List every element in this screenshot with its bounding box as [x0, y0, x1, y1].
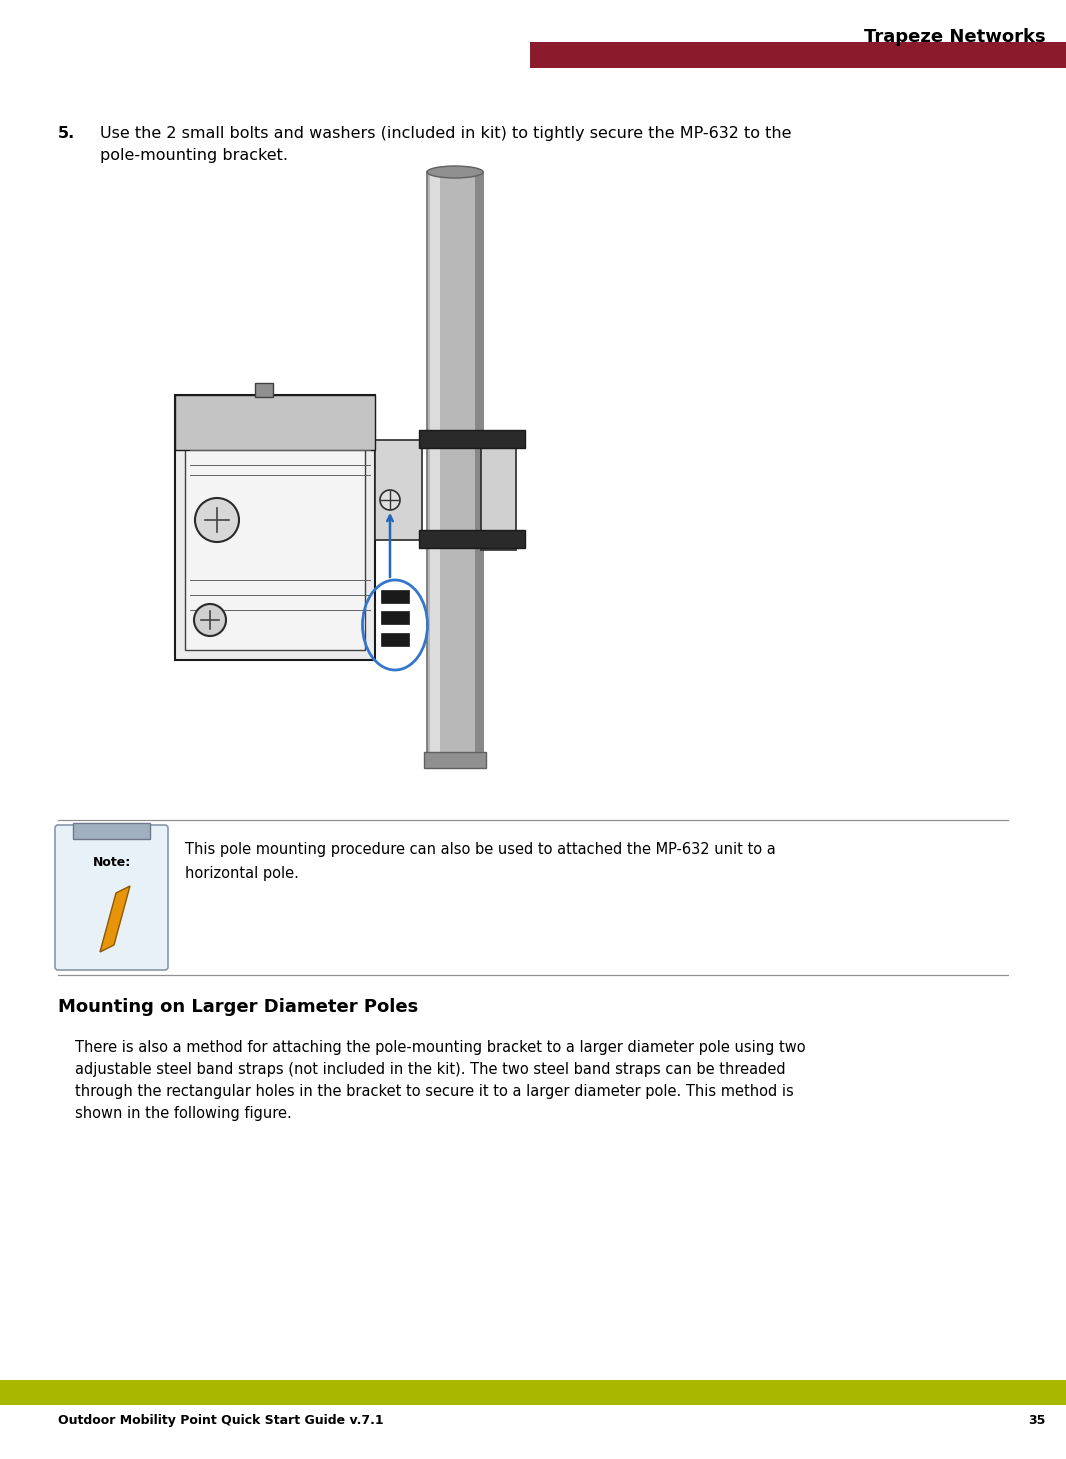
Bar [0, 1380, 1066, 1405]
Text: Use the 2 small bolts and washers (included in kit) to tightly secure the MP-632: Use the 2 small bolts and washers (inclu… [100, 125, 791, 142]
Bar [381, 611, 409, 624]
Circle shape [379, 490, 400, 511]
Bar [375, 441, 422, 540]
Text: through the rectangular holes in the bracket to secure it to a larger diameter p: through the rectangular holes in the bra… [75, 1084, 794, 1099]
Bar [72, 823, 150, 839]
FancyBboxPatch shape [55, 824, 168, 970]
Text: Trapeze Networks: Trapeze Networks [865, 28, 1046, 47]
Text: Mounting on Larger Diameter Poles: Mounting on Larger Diameter Poles [58, 998, 418, 1015]
Bar [419, 430, 524, 448]
Text: 5.: 5. [58, 125, 76, 142]
Bar [185, 406, 365, 651]
Bar [419, 530, 524, 549]
Bar [430, 172, 440, 760]
Bar [175, 395, 375, 659]
Bar [255, 384, 273, 397]
Text: This pole mounting procedure can also be used to attached the MP-632 unit to a: This pole mounting procedure can also be… [185, 842, 776, 856]
Bar [381, 633, 409, 646]
Circle shape [194, 604, 226, 636]
Polygon shape [100, 886, 130, 953]
Ellipse shape [427, 166, 483, 178]
Bar [530, 42, 1066, 69]
Bar [381, 589, 409, 603]
Text: adjustable steel band straps (not included in the kit). The two steel band strap: adjustable steel band straps (not includ… [75, 1062, 786, 1077]
Circle shape [195, 498, 239, 541]
Text: pole-mounting bracket.: pole-mounting bracket. [100, 147, 288, 163]
Text: 35: 35 [1029, 1414, 1046, 1427]
Text: shown in the following figure.: shown in the following figure. [75, 1106, 292, 1121]
Text: horizontal pole.: horizontal pole. [185, 867, 298, 881]
Bar [475, 172, 483, 760]
Bar [427, 172, 483, 760]
Bar [424, 751, 486, 767]
Text: Outdoor Mobility Point Quick Start Guide v.7.1: Outdoor Mobility Point Quick Start Guide… [58, 1414, 384, 1427]
Bar [481, 441, 516, 550]
Text: There is also a method for attaching the pole-mounting bracket to a larger diame: There is also a method for attaching the… [75, 1040, 806, 1055]
Text: Note:: Note: [93, 856, 131, 870]
Bar [175, 395, 375, 449]
